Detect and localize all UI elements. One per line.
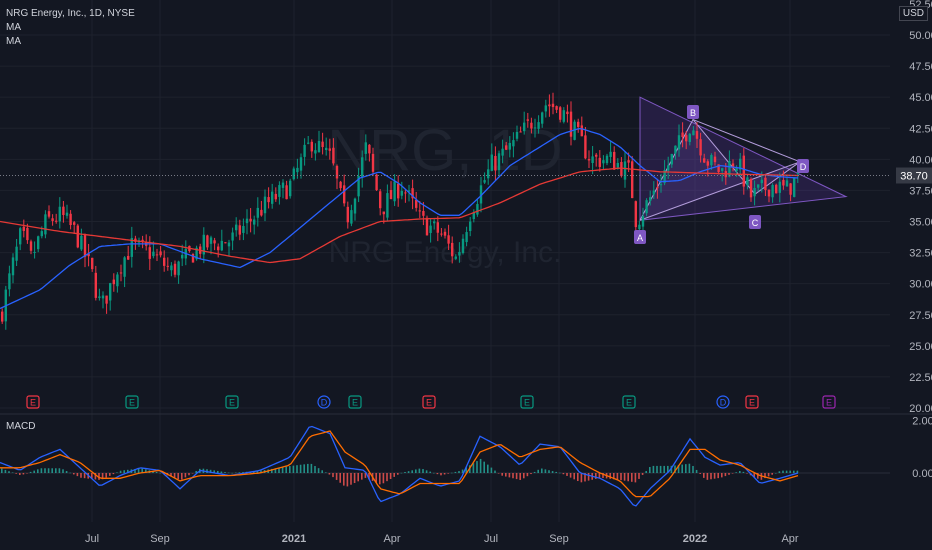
time-tick-label: 2022 <box>683 533 707 545</box>
time-tick-label: Jul <box>484 533 498 545</box>
macd-signal-line <box>0 430 799 498</box>
pattern-label-b: B <box>690 108 696 118</box>
price-tick-label: 30.00 <box>909 279 932 291</box>
legend-ma-2[interactable]: MA <box>6 36 21 47</box>
dividend-marker <box>317 395 331 409</box>
pattern-point-d <box>797 159 809 173</box>
last-price-value: 38.70 <box>900 170 928 182</box>
pattern-label-c: C <box>752 218 759 228</box>
earnings-marker <box>822 395 836 409</box>
macd-axis[interactable]: 2.00 0.00 <box>912 416 932 481</box>
event-marker-label: E <box>352 398 358 408</box>
event-marker-label: E <box>626 398 632 408</box>
time-tick-label: Sep <box>549 533 569 545</box>
price-axis[interactable]: 20.00 22.50 25.00 27.50 30.00 32.50 35.00 37.50… <box>909 0 932 415</box>
event-marker-label: E <box>229 398 235 408</box>
macd-tick-label: 2.00 <box>912 416 932 428</box>
event-marker-label: E <box>826 398 832 408</box>
currency-label[interactable]: USD <box>898 6 928 21</box>
last-price-badge: 38.70 <box>896 167 932 184</box>
earnings-marker <box>520 395 534 409</box>
earnings-marker <box>26 395 40 409</box>
ma-slow-line <box>0 167 799 264</box>
pattern-label-d: D <box>800 162 807 172</box>
macd-tick-label: 0.00 <box>912 468 932 480</box>
price-tick-label: 50.00 <box>909 30 932 42</box>
pattern-point-a <box>634 230 646 244</box>
price-tick-label: 47.50 <box>909 61 932 73</box>
price-tick-label: 52.50 <box>909 0 932 11</box>
macd-pane-label[interactable]: MACD <box>6 421 36 432</box>
price-tick-label: 35.00 <box>909 217 932 229</box>
pattern-label-a: A <box>637 233 643 243</box>
time-axis[interactable]: Jul Sep 2021 Apr Jul Sep 2022 Apr <box>85 533 799 545</box>
time-tick-label: 2021 <box>282 533 306 545</box>
price-tick-label: 27.50 <box>909 310 932 322</box>
chart-title[interactable]: NRG Energy, Inc., 1D, NYSE <box>6 8 135 19</box>
earnings-marker <box>348 395 362 409</box>
event-marker-label: E <box>30 398 36 408</box>
event-marker-label: E <box>749 398 755 408</box>
event-marker-label: D <box>720 398 727 408</box>
event-marker-label: E <box>524 398 530 408</box>
watermark-name: NRG Energy, Inc. <box>329 236 562 269</box>
dividend-marker <box>716 395 730 409</box>
price-tick-label: 40.00 <box>909 154 932 166</box>
price-tick-label: 45.00 <box>909 92 932 104</box>
price-tick-label: 42.50 <box>909 123 932 135</box>
time-tick-label: Apr <box>383 533 400 545</box>
price-tick-label: 22.50 <box>909 372 932 384</box>
pattern-point-c <box>749 215 761 229</box>
candlestick-series <box>1 92 799 330</box>
legend: NRG Energy, Inc., 1D, NYSE MA MA <box>6 7 135 49</box>
time-tick-label: Jul <box>85 533 99 545</box>
earnings-marker <box>125 395 139 409</box>
price-tick-label: 25.00 <box>909 341 932 353</box>
event-marker-label: D <box>321 398 328 408</box>
earnings-marker <box>422 395 436 409</box>
pattern-labels: A B C D <box>634 105 809 244</box>
event-marker-label: E <box>129 398 135 408</box>
time-tick-label: Sep <box>150 533 170 545</box>
earnings-marker <box>745 395 759 409</box>
earnings-marker <box>622 395 636 409</box>
legend-ma-1[interactable]: MA <box>6 22 21 33</box>
pattern-point-b <box>687 105 699 119</box>
price-tick-label: 20.00 <box>909 403 932 415</box>
price-tick-label: 37.50 <box>909 185 932 197</box>
price-tick-label: 32.50 <box>909 248 932 260</box>
macd-histogram <box>1 458 799 487</box>
earnings-marker <box>225 395 239 409</box>
ma-fast-line <box>0 127 799 310</box>
macd-line <box>0 425 799 507</box>
time-tick-label: Apr <box>781 533 798 545</box>
event-marker-label: E <box>426 398 432 408</box>
